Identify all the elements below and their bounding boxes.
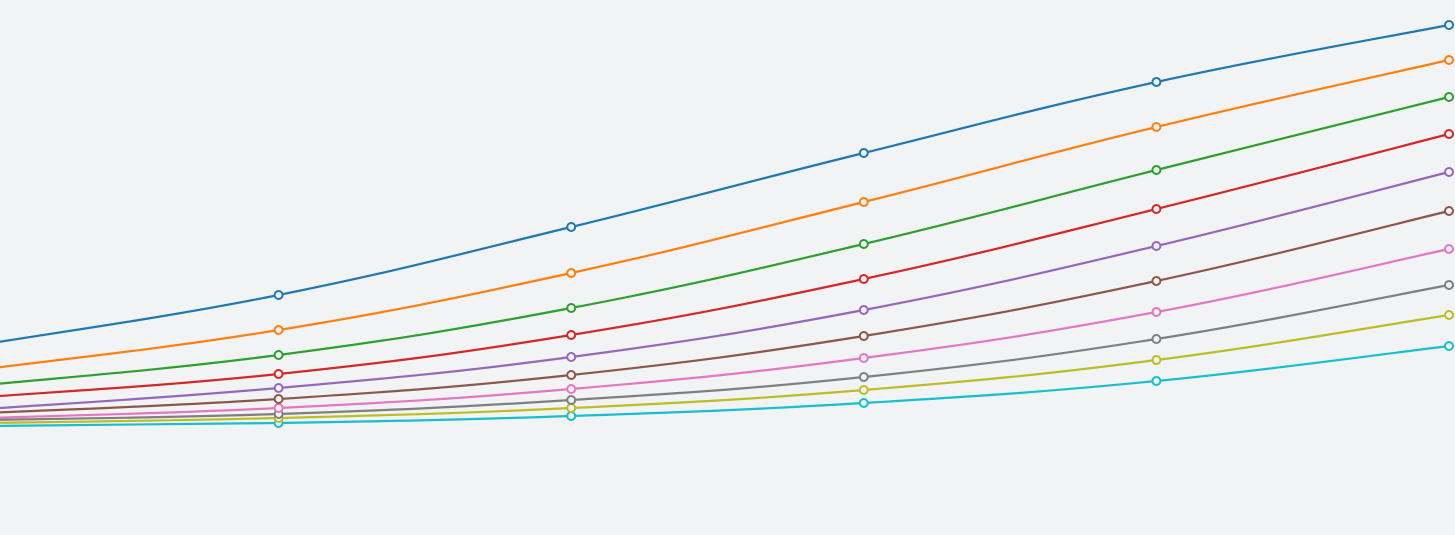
data-point-series-7-x5[interactable] bbox=[1444, 244, 1454, 254]
data-point-series-2-x5[interactable] bbox=[1444, 55, 1454, 65]
data-point-series-8-x3[interactable] bbox=[858, 372, 869, 382]
series-line-5 bbox=[0, 170, 1451, 410]
data-point-series-5-x4[interactable] bbox=[1151, 241, 1162, 251]
data-point-series-6-x3[interactable] bbox=[858, 331, 869, 341]
data-point-series-9-x4[interactable] bbox=[1151, 355, 1162, 365]
data-point-series-1-x5[interactable] bbox=[1444, 20, 1454, 30]
data-point-series-6-x2[interactable] bbox=[566, 370, 577, 380]
data-point-series-1-x1[interactable] bbox=[273, 290, 284, 300]
data-point-series-4-x3[interactable] bbox=[858, 274, 869, 284]
series-line-4 bbox=[0, 132, 1451, 398]
data-point-series-3-x3[interactable] bbox=[858, 239, 869, 249]
series-line-3 bbox=[0, 95, 1451, 385]
data-point-series-3-x2[interactable] bbox=[566, 303, 577, 313]
series-lines bbox=[0, 23, 1451, 427]
data-point-series-8-x2[interactable] bbox=[566, 395, 577, 405]
data-point-series-4-x2[interactable] bbox=[566, 330, 577, 340]
data-point-series-6-x5[interactable] bbox=[1444, 206, 1454, 216]
data-point-series-10-x5[interactable] bbox=[1444, 341, 1454, 351]
data-point-series-1-x4[interactable] bbox=[1151, 77, 1162, 87]
series-line-9 bbox=[0, 313, 1451, 424]
data-point-series-2-x2[interactable] bbox=[566, 268, 577, 278]
data-point-series-4-x5[interactable] bbox=[1444, 129, 1454, 139]
data-point-series-2-x1[interactable] bbox=[273, 325, 284, 335]
data-point-series-5-x2[interactable] bbox=[566, 352, 577, 362]
data-point-series-2-x3[interactable] bbox=[858, 197, 869, 207]
series-line-8 bbox=[0, 283, 1451, 421]
data-point-series-9-x5[interactable] bbox=[1444, 310, 1454, 320]
data-point-series-6-x4[interactable] bbox=[1151, 276, 1162, 286]
data-point-series-3-x4[interactable] bbox=[1151, 165, 1162, 175]
data-point-series-3-x5[interactable] bbox=[1444, 92, 1454, 102]
series-line-2 bbox=[0, 58, 1451, 369]
data-point-series-5-x1[interactable] bbox=[273, 383, 284, 393]
data-point-series-10-x4[interactable] bbox=[1151, 376, 1162, 386]
series-points bbox=[273, 20, 1454, 428]
data-point-series-7-x4[interactable] bbox=[1151, 307, 1162, 317]
data-point-series-8-x5[interactable] bbox=[1444, 280, 1454, 290]
data-point-series-4-x1[interactable] bbox=[273, 369, 284, 379]
data-point-series-2-x4[interactable] bbox=[1151, 122, 1162, 132]
data-point-series-8-x4[interactable] bbox=[1151, 334, 1162, 344]
data-point-series-9-x2[interactable] bbox=[566, 403, 577, 413]
data-point-series-1-x2[interactable] bbox=[566, 222, 577, 232]
data-point-series-7-x3[interactable] bbox=[858, 353, 869, 363]
data-point-series-9-x3[interactable] bbox=[858, 385, 869, 395]
data-point-series-1-x3[interactable] bbox=[858, 148, 869, 158]
data-point-series-5-x3[interactable] bbox=[858, 305, 869, 315]
data-point-series-6-x1[interactable] bbox=[273, 394, 284, 404]
data-point-series-10-x3[interactable] bbox=[858, 398, 869, 408]
data-point-series-5-x5[interactable] bbox=[1444, 167, 1454, 177]
series-line-6 bbox=[0, 209, 1451, 414]
data-point-series-4-x4[interactable] bbox=[1151, 204, 1162, 214]
data-point-series-10-x2[interactable] bbox=[566, 411, 577, 421]
series-line-1 bbox=[0, 23, 1451, 343]
data-point-series-7-x2[interactable] bbox=[566, 384, 577, 394]
series-line-10 bbox=[0, 344, 1451, 427]
series-line-7 bbox=[0, 247, 1451, 419]
data-point-series-3-x1[interactable] bbox=[273, 350, 284, 360]
data-point-series-7-x1[interactable] bbox=[273, 403, 284, 413]
